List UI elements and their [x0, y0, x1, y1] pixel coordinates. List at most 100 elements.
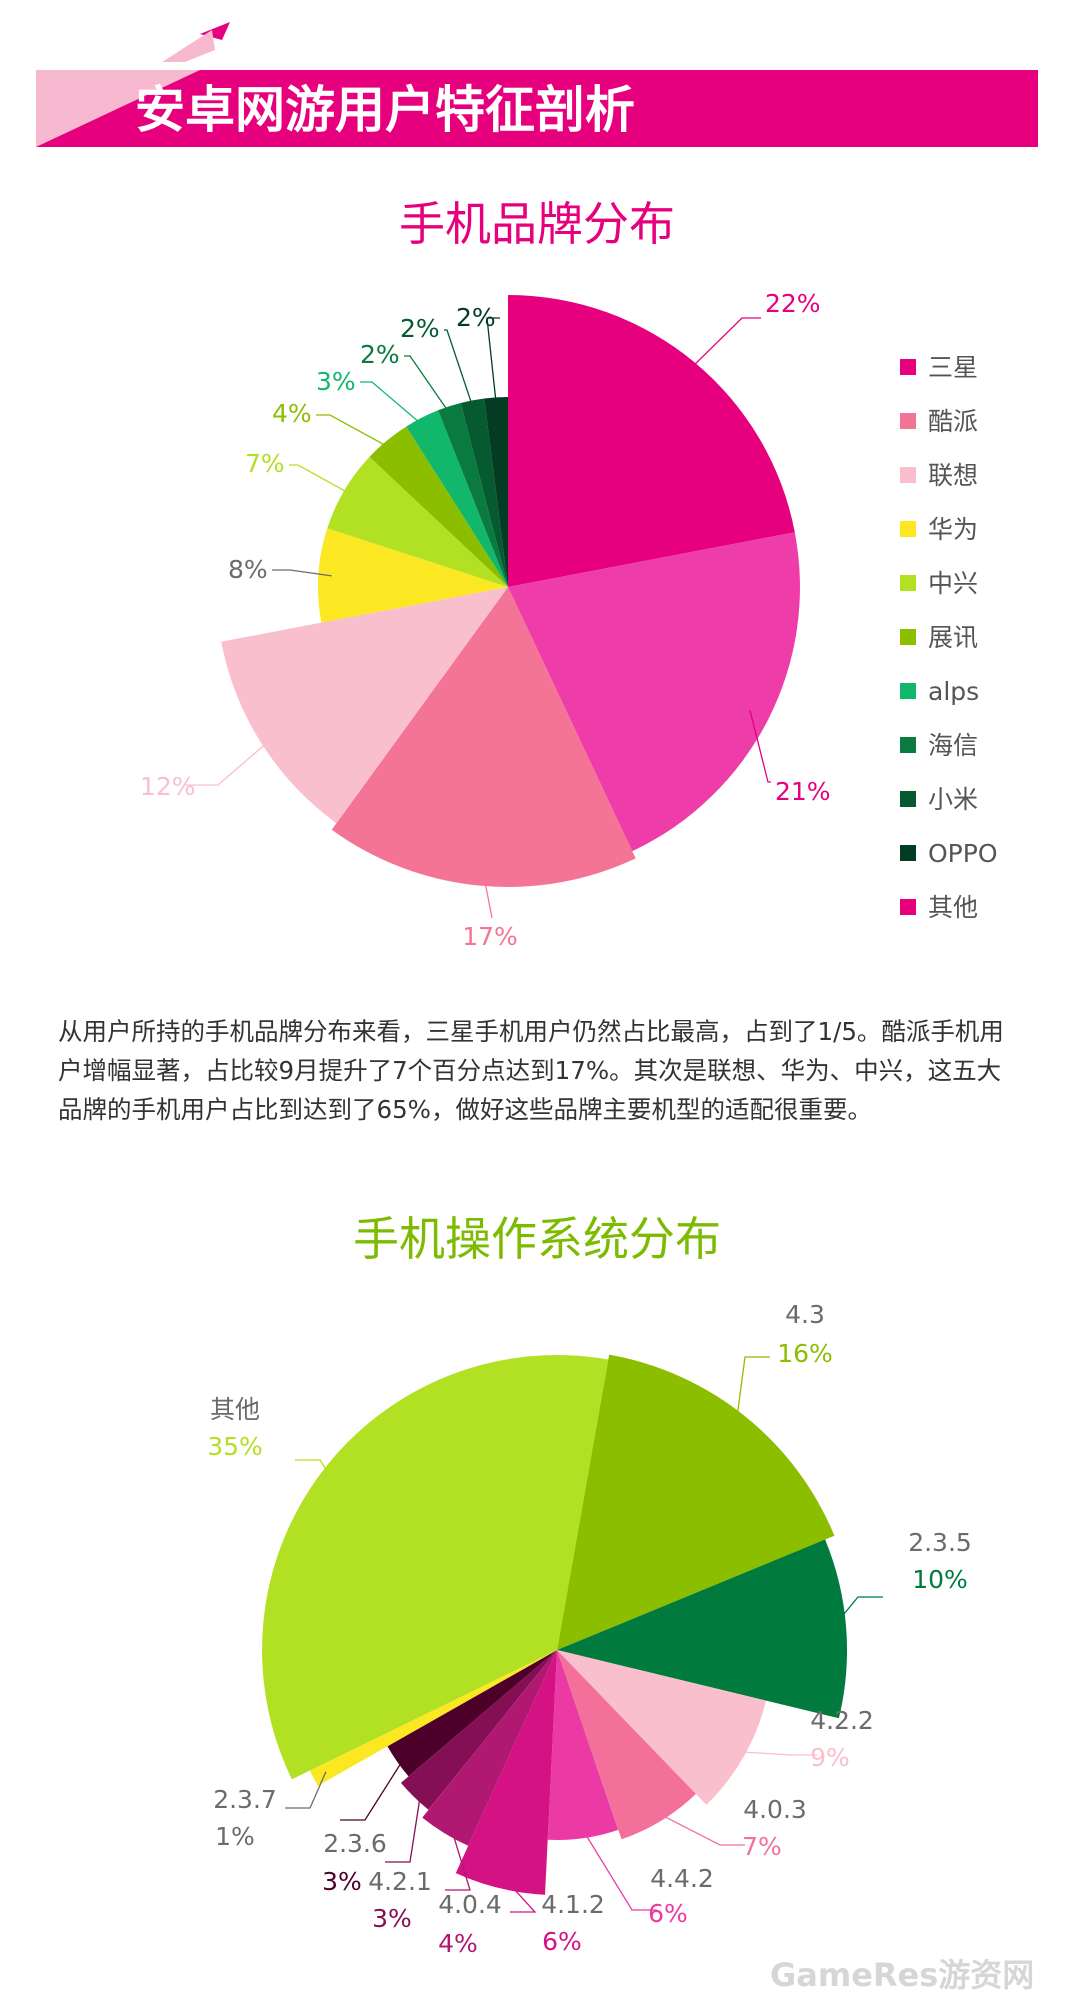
- header-title: 安卓网游用户特征剖析: [135, 81, 635, 139]
- os-slice-2-3-6: [387, 1650, 557, 1777]
- os-pie-labels: 4.3 16% 2.3.5 10% 4.2.2 9%4.0.3 7% 4.4.2 6% 4.1.2…: [207, 1300, 972, 1958]
- legend-swatch: [900, 845, 916, 861]
- os-pie: [262, 1354, 848, 1895]
- os-leader-line: [445, 1823, 471, 1891]
- legend-swatch: [900, 575, 916, 591]
- brand-leader-line: [404, 355, 454, 420]
- legend-swatch: [900, 359, 916, 375]
- os-slice-4-2-2: [557, 1650, 766, 1805]
- os-slice-slice-10: [262, 1355, 609, 1780]
- os-leader-line: [734, 1356, 770, 1428]
- os-version-label: 4.2.2: [810, 1706, 874, 1735]
- os-leader-line: [501, 1875, 537, 1913]
- brand-slice-slice-9: [460, 398, 508, 587]
- banner-accent-ribbon: [162, 30, 215, 62]
- legend-swatch: [900, 629, 916, 645]
- brand-slice-slice-8: [438, 403, 508, 587]
- os-pct-label: 3%: [372, 1904, 412, 1933]
- legend-label: 联想: [928, 461, 978, 490]
- os-version-label: 4.2.1: [368, 1867, 432, 1896]
- brand-pct-label: 8%: [228, 555, 268, 584]
- legend-label: 小米: [928, 785, 978, 814]
- brand-slice-slice-4: [318, 528, 508, 623]
- legend-swatch: [900, 899, 916, 915]
- brand-leader-line: [680, 317, 761, 379]
- brand-pct-label: 2%: [456, 303, 496, 332]
- legend-swatch: [900, 791, 916, 807]
- os-slice-2-3-5: [557, 1539, 848, 1719]
- brand-leader-line: [360, 381, 429, 431]
- os-leader-line: [655, 1811, 745, 1846]
- os-chart-title: 手机操作系统分布: [353, 1212, 721, 1266]
- os-pct-label: 9%: [810, 1743, 850, 1772]
- legend-label: 展讯: [928, 623, 978, 652]
- os-leader-line: [285, 1771, 327, 1809]
- brand-pct-label: 2%: [360, 340, 400, 369]
- os-version-label: 2.3.5: [908, 1528, 972, 1557]
- os-version-label: 4.1.2: [541, 1890, 605, 1919]
- legend-label: alps: [928, 677, 979, 706]
- os-pct-label: 6%: [648, 1899, 688, 1928]
- brand-leader-line: [486, 317, 500, 411]
- brand-pie-labels: 22%21%17%12%8%7%4%3%2%2% 2%: [140, 289, 831, 951]
- os-version-label: 4.4.2: [650, 1864, 714, 1893]
- os-slice-4-1-2: [455, 1650, 557, 1895]
- legend-label: 海信: [928, 731, 978, 760]
- legend-swatch: [900, 683, 916, 699]
- brand-leader-line: [316, 414, 396, 452]
- os-leader-line: [734, 1750, 817, 1756]
- brand-pie: [221, 295, 800, 887]
- brand-slice-alps: [406, 410, 508, 587]
- os-version-label: 4.0.3: [743, 1795, 807, 1824]
- brand-slice-slice-1: [508, 532, 800, 852]
- os-pct-label: 10%: [912, 1565, 968, 1594]
- legend-label: 中兴: [928, 569, 978, 598]
- os-slice-4-0-4: [422, 1650, 557, 1846]
- brand-leader-line: [481, 864, 493, 919]
- os-slice-4-4-2: [547, 1650, 619, 1841]
- os-pct-label: 16%: [777, 1339, 833, 1368]
- brand-pct-label: 21%: [775, 777, 831, 806]
- brand-pct-label: 4%: [272, 399, 312, 428]
- banner-bar: [36, 70, 1038, 147]
- os-pct-label: 1%: [215, 1822, 255, 1851]
- analysis-paragraph: 从用户所持的手机品牌分布来看，三星手机用户仍然占比最高，占到了1/5。酷派手机用…: [58, 1017, 1004, 1124]
- os-pct-label: 7%: [742, 1832, 782, 1861]
- os-pct-label: 3%: [322, 1867, 362, 1896]
- os-slice-4-2-1: [400, 1650, 557, 1810]
- legend-label: 三星: [928, 353, 978, 382]
- os-slice-4-3: [557, 1354, 835, 1650]
- brand-leader-line: [289, 464, 357, 498]
- brand-slice-oppo: [484, 397, 508, 587]
- os-leader-line: [831, 1596, 883, 1630]
- brand-leader-line: [444, 329, 476, 414]
- legend-swatch: [900, 737, 916, 753]
- legend-swatch: [900, 413, 916, 429]
- brand-pct-label: 3%: [316, 367, 356, 396]
- brand-slice-slice-5: [327, 456, 508, 587]
- legend-label: OPPO: [928, 839, 998, 868]
- brand-slice-slice-2: [331, 587, 636, 887]
- brand-pct-label: 17%: [462, 922, 518, 951]
- brand-pct-label: 7%: [245, 449, 285, 478]
- legend-label: 其他: [928, 893, 978, 922]
- os-slice-4-0-3: [557, 1650, 696, 1840]
- os-pct-label: 6%: [542, 1927, 582, 1956]
- watermark: GameRes游资网: [770, 1956, 1035, 1994]
- os-leader-line: [581, 1828, 657, 1911]
- os-pct-label: 4%: [438, 1929, 478, 1958]
- brand-leader-line: [272, 569, 332, 577]
- header-banner: 安卓网游用户特征剖析: [36, 22, 1038, 147]
- os-slice-2-3-7: [309, 1650, 557, 1786]
- brand-slice-slice-6: [369, 426, 508, 587]
- os-leader-line: [385, 1789, 422, 1863]
- legend-swatch: [900, 467, 916, 483]
- brand-pct-label: 2%: [400, 314, 440, 343]
- brand-chart-title: 手机品牌分布: [399, 197, 675, 251]
- os-version-label: 4.0.4: [438, 1890, 502, 1919]
- os-version-label: 4.3: [785, 1300, 825, 1329]
- brand-leader-line: [184, 732, 280, 786]
- brand-leader-line: [749, 710, 771, 783]
